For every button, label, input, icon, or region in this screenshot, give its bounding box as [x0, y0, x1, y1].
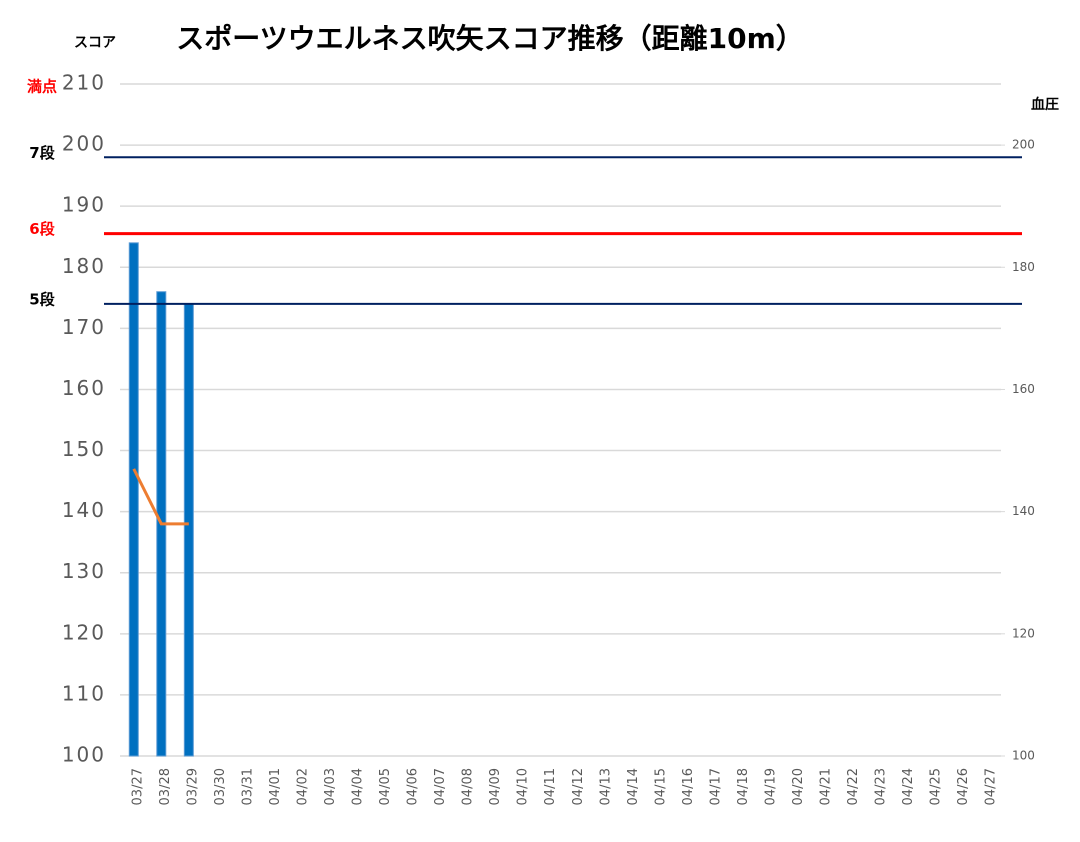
x-tick-label: 04/02 [295, 768, 310, 805]
y-tick-label: 210 [62, 71, 106, 95]
x-tick-label: 04/13 [598, 768, 613, 805]
x-tick-label: 04/21 [819, 768, 834, 805]
x-tick-label: 04/11 [543, 768, 558, 805]
x-tick-label: 04/22 [846, 768, 861, 805]
y-tick-label: 140 [62, 498, 106, 522]
y-tick-label: 100 [62, 743, 106, 767]
y-axis-label: スコア [74, 35, 116, 51]
x-tick-label: 03/29 [185, 768, 200, 805]
y2-tick-label: 200 [1012, 138, 1035, 152]
y-tick-label: 180 [62, 254, 106, 278]
annotation: 満点 [27, 78, 57, 96]
x-tick-label: 04/24 [901, 768, 916, 805]
line [132, 468, 189, 526]
y-tick-label: 200 [62, 132, 106, 156]
x-tick-label: 04/26 [956, 768, 971, 805]
y-tick-label: 150 [62, 437, 106, 461]
x-tick-label: 04/20 [791, 768, 806, 805]
x-tick-label: 04/16 [681, 768, 696, 805]
y-tick-label: 170 [62, 315, 106, 339]
x-tick-label: 04/19 [763, 768, 778, 805]
x-tick-label: 04/09 [488, 768, 503, 805]
x-tick-label: 04/25 [929, 768, 944, 805]
x-tick-label: 04/01 [268, 768, 283, 805]
x-tick-label: 03/28 [158, 768, 173, 805]
y-tick-label: 130 [62, 559, 106, 583]
x-tick-label: 04/06 [406, 768, 421, 805]
x-tick-label: 04/23 [874, 768, 889, 805]
y2-tick-label: 100 [1012, 749, 1035, 763]
reference-label: 6段 [29, 220, 54, 238]
y2-tick-label: 140 [1012, 504, 1035, 518]
x-tick-label: 04/27 [984, 768, 999, 805]
y2-tick-label: 160 [1012, 382, 1035, 396]
y-tick-label: 160 [62, 376, 106, 400]
x-tick-label: 04/07 [433, 768, 448, 805]
x-tick-label: 04/17 [708, 768, 723, 805]
y2-axis-label: 血圧 [1031, 96, 1059, 113]
x-tick-label: 04/15 [653, 768, 668, 805]
chart-title: スポーツウエルネス吹矢スコア推移（距離10m） [176, 22, 804, 55]
y2-tick-label: 120 [1012, 626, 1035, 640]
x-tick-label: 04/18 [736, 768, 751, 805]
x-tick-label: 03/31 [240, 768, 255, 805]
y-tick-label: 110 [62, 681, 106, 705]
y-tick-label: 190 [62, 193, 106, 217]
x-tick-label: 03/27 [130, 768, 145, 805]
bar [128, 242, 139, 757]
x-tick-label: 03/30 [213, 768, 228, 805]
x-tick-label: 04/03 [323, 768, 338, 805]
x-tick-label: 04/04 [351, 768, 366, 805]
reference-label: 5段 [29, 290, 54, 308]
x-tick-label: 04/12 [571, 768, 586, 805]
y2-tick-label: 180 [1012, 260, 1035, 274]
x-tick-label: 04/08 [461, 768, 476, 805]
reference-label: 7段 [29, 144, 54, 162]
x-tick-label: 04/05 [378, 768, 393, 805]
x-tick-label: 04/10 [516, 768, 531, 805]
bar [183, 303, 194, 757]
x-tick-label: 04/14 [626, 768, 641, 805]
y-tick-label: 120 [62, 620, 106, 644]
